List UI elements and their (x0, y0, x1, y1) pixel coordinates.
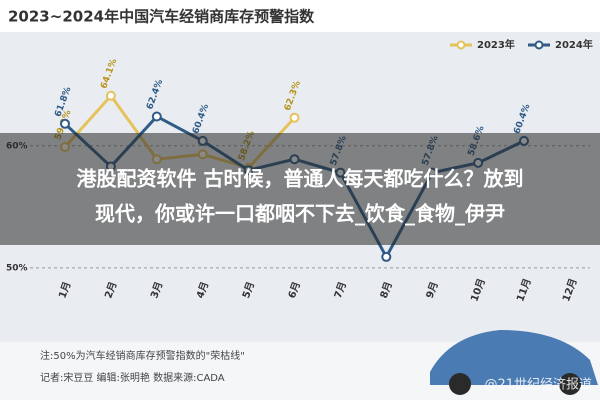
x-tick-label: 1月 (56, 280, 73, 300)
point (151, 111, 162, 122)
note: 记者:宋豆豆 编辑:张明艳 数据来源:CADA (40, 371, 225, 384)
legend-marker (534, 40, 544, 50)
overlay-band (0, 133, 600, 245)
legend-marker (456, 40, 466, 50)
watermark: @21世纪经济报道 (484, 378, 592, 393)
x-tick-label: 7月 (332, 280, 349, 300)
legend-label: 2024年 (555, 38, 593, 51)
chart-title: 2023~2024年中国汽车经销商库存预警指数 (8, 8, 315, 26)
x-tick-label: 6月 (286, 280, 303, 300)
x-tick-label: 8月 (378, 280, 395, 300)
point (381, 251, 392, 262)
title-band (0, 0, 600, 32)
x-tick-label: 3月 (148, 280, 165, 300)
x-tick-label: 4月 (194, 280, 211, 300)
overlay-line: 现代，你或许一口都咽不下去_饮食_食物_伊尹 (95, 202, 505, 226)
x-tick-label: 2月 (102, 280, 119, 300)
overlay-line: 港股配资软件 古时候，普通人每天都吃什么？放到 (77, 167, 524, 191)
car-image (430, 330, 598, 395)
x-tick-label: 9月 (424, 280, 441, 300)
note: 注:50%为汽车经销商库存预警指数的"荣枯线" (40, 349, 245, 362)
point (105, 90, 116, 101)
point (289, 112, 300, 123)
point (60, 118, 70, 129)
legend-label: 2023年 (477, 38, 515, 51)
x-tick-label: 5月 (240, 280, 257, 300)
y-tick-label: 50% (6, 263, 28, 273)
